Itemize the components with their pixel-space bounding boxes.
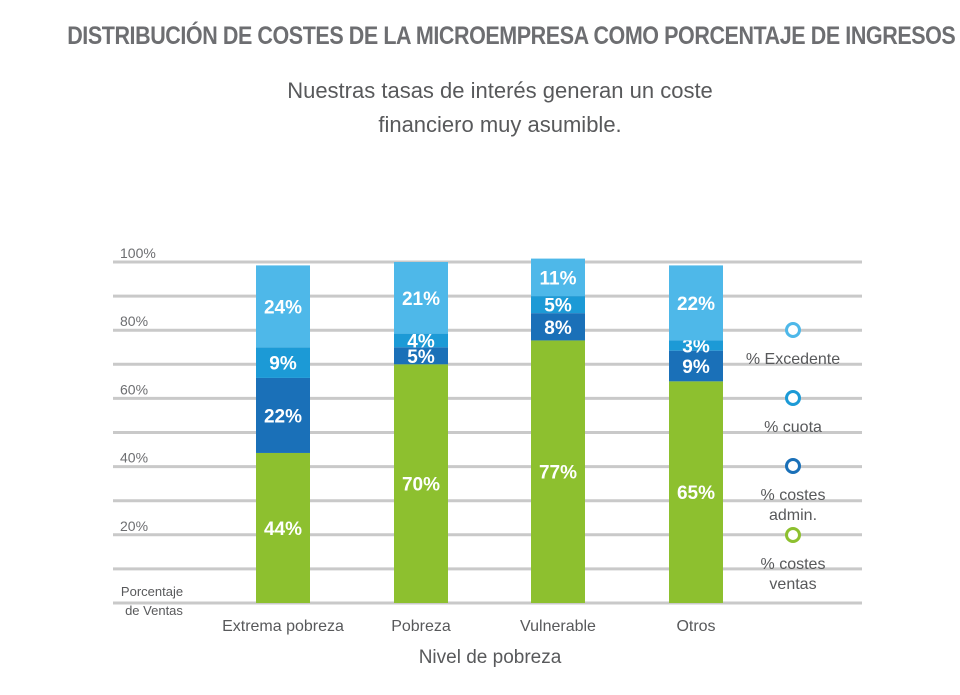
legend-label: % costes bbox=[761, 556, 826, 573]
data-label: 11% bbox=[540, 268, 577, 289]
data-label: 77% bbox=[539, 463, 577, 484]
data-label: 4% bbox=[407, 331, 435, 352]
bar-segment bbox=[394, 364, 448, 603]
data-label: 9% bbox=[269, 354, 297, 375]
bar-segment bbox=[256, 377, 310, 453]
x-tick-label: Pobreza bbox=[391, 618, 451, 635]
y-tick-label: 40% bbox=[120, 450, 148, 466]
bar-segment bbox=[531, 296, 585, 314]
subtitle-line-2: financiero muy asumible. bbox=[378, 112, 622, 137]
legend-marker bbox=[785, 458, 801, 474]
data-label: 21% bbox=[402, 289, 440, 310]
x-tick-label: Extrema pobreza bbox=[222, 618, 344, 635]
legend-marker bbox=[785, 527, 801, 543]
chart-title: DISTRIBUCIÓN DE COSTES DE LA MICROEMPRES… bbox=[67, 22, 956, 50]
x-axis-label: Nivel de pobreza bbox=[419, 647, 562, 668]
x-tick-label: Otros bbox=[676, 618, 715, 635]
legend-label: admin. bbox=[769, 507, 817, 524]
y-tick-label: 20% bbox=[120, 518, 148, 534]
data-label: 5% bbox=[407, 347, 435, 368]
bar-segment bbox=[256, 347, 310, 378]
legend-label: ventas bbox=[769, 576, 816, 593]
y-tick-label: 60% bbox=[120, 381, 148, 397]
y-axis-label: de Ventas bbox=[125, 603, 183, 618]
bar-segment bbox=[256, 452, 310, 603]
y-tick-label: 80% bbox=[120, 313, 148, 329]
y-tick-label: 100% bbox=[120, 245, 156, 261]
legend-marker bbox=[785, 322, 801, 338]
bar-segment bbox=[531, 340, 585, 603]
legend-marker bbox=[785, 390, 801, 406]
bar-segment bbox=[669, 265, 723, 341]
bar-segment bbox=[669, 381, 723, 603]
bar-segment bbox=[669, 350, 723, 382]
bar-segment bbox=[394, 347, 448, 365]
data-label: 44% bbox=[264, 519, 302, 540]
subtitle-line-1: Nuestras tasas de interés generan un cos… bbox=[287, 78, 713, 103]
legend-label: % cuota bbox=[764, 419, 822, 436]
y-axis-label: Porcentaje bbox=[121, 584, 183, 599]
bar-segment bbox=[256, 265, 310, 348]
x-tick-label: Vulnerable bbox=[520, 618, 596, 635]
legend-label: % costes bbox=[761, 487, 826, 504]
bar-segment bbox=[531, 313, 585, 341]
legend-label: % Excedente bbox=[746, 351, 840, 368]
bar-segment bbox=[669, 340, 723, 351]
bar-segment bbox=[531, 258, 585, 297]
data-label: 3% bbox=[682, 337, 710, 358]
data-label: 70% bbox=[402, 475, 440, 496]
data-label: 8% bbox=[544, 318, 572, 339]
chart-subtitle: Nuestras tasas de interés generan un cos… bbox=[0, 74, 960, 142]
data-label: 65% bbox=[677, 483, 715, 504]
bar-segment bbox=[394, 333, 448, 348]
data-label: 24% bbox=[264, 297, 302, 318]
bar-segment bbox=[394, 262, 448, 334]
data-label: 22% bbox=[264, 406, 302, 427]
data-label: 5% bbox=[544, 296, 572, 317]
data-label: 22% bbox=[677, 294, 715, 315]
data-label: 9% bbox=[682, 357, 710, 378]
